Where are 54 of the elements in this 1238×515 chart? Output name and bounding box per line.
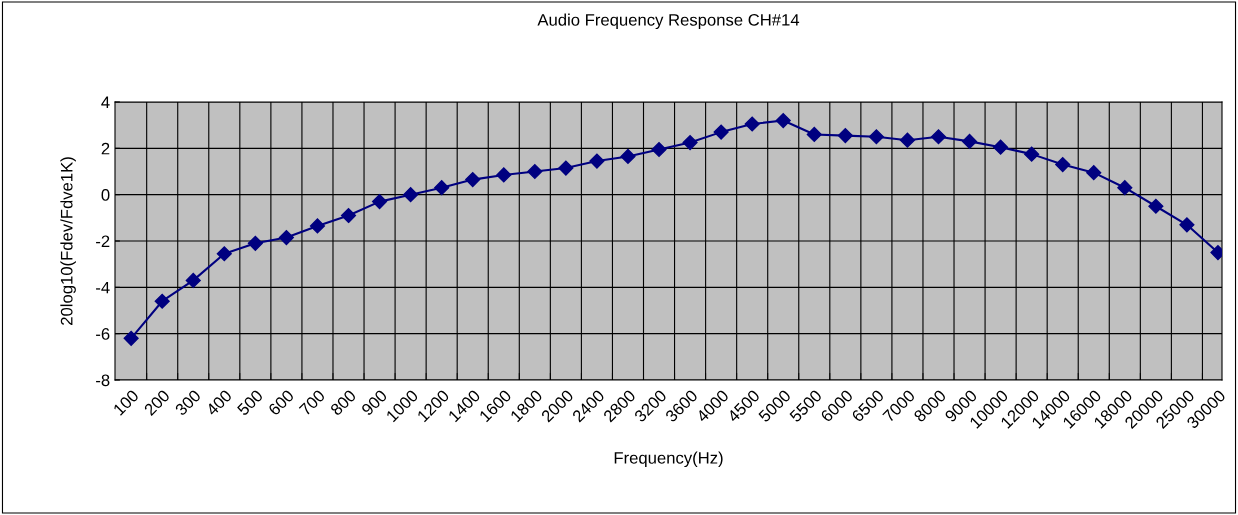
- point: [465, 172, 481, 188]
- point: [775, 112, 791, 129]
- point: [713, 124, 729, 140]
- chart-title: Audio Frequency Response CH#14: [537, 13, 800, 30]
- y-tick-label: -8: [96, 374, 110, 387]
- point: [682, 134, 698, 151]
- point: [434, 180, 450, 196]
- point: [899, 132, 916, 148]
- point: [961, 133, 978, 149]
- point: [589, 153, 605, 169]
- point: [558, 160, 574, 176]
- y-tick-label: 2: [101, 142, 110, 155]
- x-tick-label: 800: [329, 389, 357, 417]
- point: [527, 163, 543, 180]
- point: [806, 126, 822, 143]
- point: [744, 116, 760, 132]
- point: [278, 229, 294, 246]
- point: [651, 141, 667, 158]
- y-tick-label: 4: [101, 96, 110, 109]
- point: [123, 330, 139, 346]
- point: [620, 148, 636, 165]
- x-axis-title: Frequency(Hz): [614, 451, 723, 468]
- point: [868, 129, 884, 145]
- x-tick-label: 100: [112, 389, 140, 416]
- x-tick-label: 200: [143, 389, 171, 417]
- point: [993, 139, 1009, 155]
- point: [216, 246, 232, 262]
- point: [403, 187, 419, 203]
- point: [930, 129, 947, 145]
- point: [1024, 146, 1040, 162]
- point: [340, 207, 357, 224]
- point: [1148, 198, 1164, 214]
- x-tick-label: 500: [236, 389, 264, 417]
- x-tick-label: 400: [205, 389, 233, 417]
- point: [1117, 180, 1133, 196]
- point: [1086, 165, 1102, 181]
- point: [1055, 156, 1071, 173]
- x-tick-label: 600: [267, 389, 295, 417]
- point: [1179, 217, 1195, 233]
- point: [371, 194, 388, 210]
- point: [185, 272, 201, 288]
- x-tick-label: 900: [360, 389, 388, 417]
- x-tick-label: 700: [298, 389, 326, 417]
- y-tick-label: 0: [101, 189, 110, 201]
- point: [496, 167, 512, 183]
- x-tick-label: 300: [174, 389, 202, 417]
- point: [309, 218, 326, 234]
- point: [837, 128, 853, 144]
- point: [247, 235, 263, 251]
- y-axis-title: 20log10(Fdev/Fdve1K): [60, 157, 76, 325]
- y-tick-label: -2: [96, 235, 110, 248]
- y-tick-label: -4: [96, 281, 110, 294]
- y-tick-label: -6: [96, 328, 110, 340]
- point: [154, 293, 170, 309]
